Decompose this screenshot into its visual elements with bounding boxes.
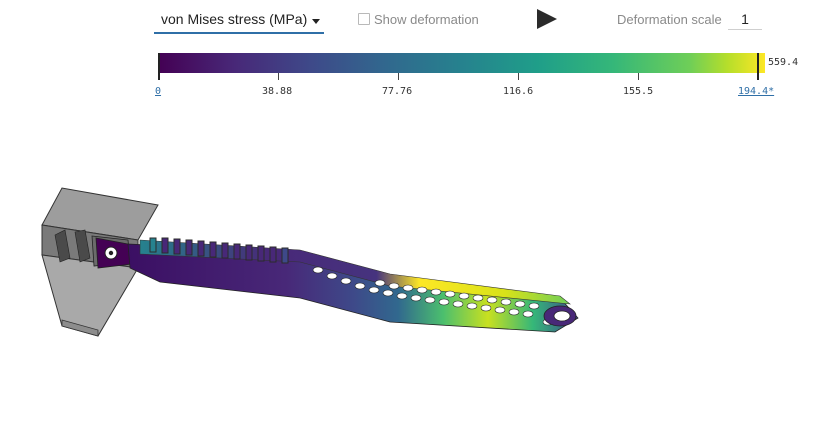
stressed-arm: [127, 237, 579, 333]
deformation-scale-input[interactable]: [728, 8, 762, 30]
colorbar-min-tick: [158, 53, 160, 80]
colorbar-tick-label: 77.76: [382, 86, 413, 97]
show-deformation-label: Show deformation: [374, 12, 479, 27]
arm-holes: [312, 266, 554, 326]
colorbar-tick-label: 38.88: [262, 86, 293, 97]
colorbar-tick-label: 155.5: [623, 86, 654, 97]
play-icon: [537, 9, 557, 29]
arm-ribs: [149, 237, 289, 264]
fea-stress-result-icon: [41, 187, 579, 337]
colorbar-max-link[interactable]: 194.4*: [738, 86, 775, 97]
colorbar-min-link[interactable]: 0: [155, 86, 162, 97]
model-viewport[interactable]: [0, 100, 824, 416]
show-deformation-checkbox[interactable]: [358, 13, 370, 25]
colorbar-tick-label: 116.6: [503, 86, 534, 97]
play-button[interactable]: [535, 7, 559, 31]
colorbar-tick: [398, 73, 399, 80]
colorbar: [159, 53, 765, 73]
chevron-down-icon: [312, 19, 320, 24]
colorbar-tick: [278, 73, 279, 80]
bracket-hinge: [95, 237, 133, 269]
result-type-dropdown[interactable]: von Mises stress (MPa): [154, 6, 324, 34]
colorbar-overflow-max: 559.4: [768, 57, 799, 68]
colorbar-tick: [518, 73, 519, 80]
deformation-scale-label: Deformation scale: [617, 12, 722, 27]
colorbar-max-tick: [757, 53, 759, 80]
colorbar-tick: [638, 73, 639, 80]
result-type-label: von Mises stress (MPa): [161, 11, 308, 27]
